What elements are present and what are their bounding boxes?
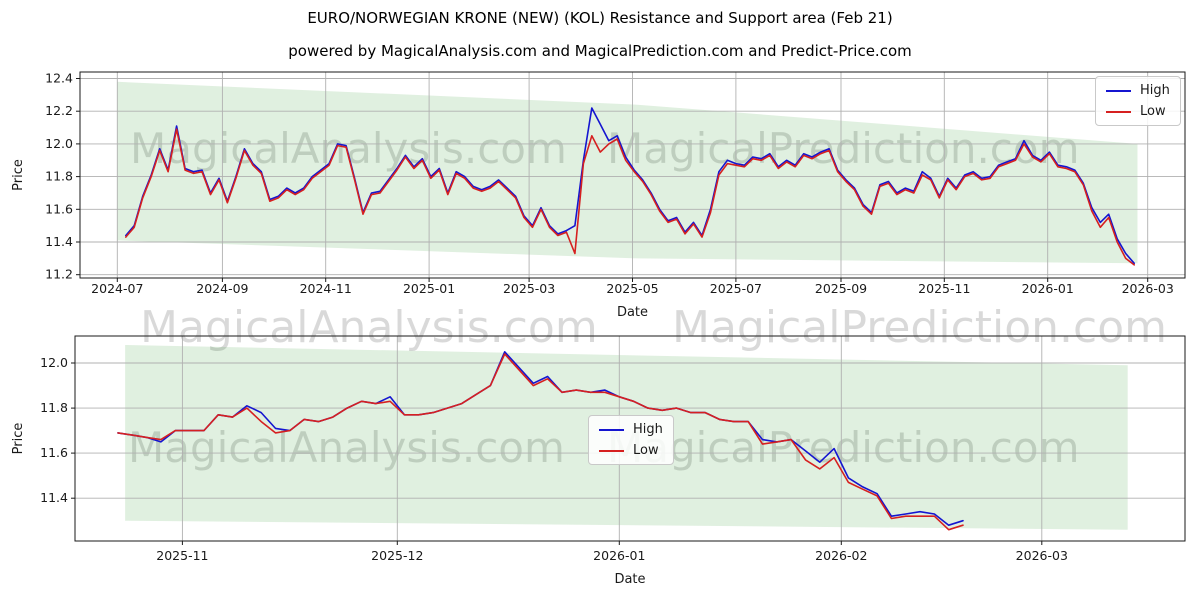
y-tick-label: 11.6: [45, 201, 73, 216]
legend-label-high: High: [633, 422, 663, 437]
y-tick-label: 11.4: [45, 234, 73, 249]
x-tick-label: 2026-03: [1016, 548, 1068, 563]
legend-item-low: Low: [599, 443, 663, 458]
support-resistance-band: [117, 81, 1138, 264]
x-tick-label: 2025-05: [606, 281, 658, 296]
x-tick-label: 2026-01: [1022, 281, 1074, 296]
plot-frame: [74, 335, 1186, 542]
low-line-sample: [1106, 110, 1131, 113]
x-axis-label: Date: [617, 305, 648, 320]
x-tick-label: 2026-01: [593, 548, 645, 563]
watermark-prediction: MagicalPrediction.com: [672, 302, 1167, 353]
low-line: [125, 128, 1135, 266]
y-tick-label: 11.6: [40, 445, 68, 460]
legend-top: High Low: [1095, 76, 1181, 126]
y-tick-label: 12.2: [45, 103, 73, 118]
legend-label-low: Low: [633, 443, 659, 458]
y-tick-label: 11.2: [45, 267, 73, 282]
high-line-sample: [1106, 89, 1131, 92]
y-tick-label: 12.0: [45, 136, 73, 151]
price-chart-top: 2024-07 2024-09 2024-11 2025-01 2025-03 2025-…: [11, 71, 1186, 320]
x-tick-label: 2025-11: [156, 548, 208, 563]
x-tick-label: 2025-01: [403, 281, 455, 296]
y-axis-label: Price: [11, 423, 26, 455]
y-tick-label: 12.0: [40, 355, 68, 370]
legend-label-high: High: [1140, 83, 1170, 98]
y-tick-label: 11.4: [40, 490, 68, 505]
low-line: [117, 353, 964, 531]
x-axis-label: Date: [614, 572, 645, 587]
x-tick-label: 2026-02: [815, 548, 867, 563]
y-tick-label: 12.4: [45, 71, 73, 86]
watermark-analysis: MagicalAnalysis.com: [128, 423, 565, 472]
x-tick-label: 2024-07: [91, 281, 143, 296]
legend-label-low: Low: [1140, 104, 1166, 119]
watermark-prediction: MagicalPrediction.com: [607, 124, 1080, 173]
watermark-analysis: MagicalAnalysis.com: [140, 302, 598, 353]
x-tick-label: 2025-03: [503, 281, 555, 296]
x-tick-label: 2025-11: [918, 281, 970, 296]
plot-frame: [79, 71, 1186, 279]
legend-item-high: High: [599, 422, 663, 437]
high-line: [117, 350, 964, 526]
x-tick-label: 2025-09: [815, 281, 867, 296]
watermark-prediction: MagicalPrediction.com: [607, 423, 1080, 472]
chart-subtitle: powered by MagicalAnalysis.com and Magic…: [288, 42, 912, 60]
high-line: [125, 107, 1135, 265]
x-tick-label: 2024-09: [196, 281, 248, 296]
x-tick-label: 2026-03: [1122, 281, 1174, 296]
y-tick-label: 11.8: [45, 169, 73, 184]
x-tick-label: 2025-12: [371, 548, 423, 563]
legend-item-low: Low: [1106, 104, 1170, 119]
x-tick-label: 2024-11: [300, 281, 352, 296]
x-tick-label: 2025-07: [710, 281, 762, 296]
y-axis-label: Price: [11, 159, 26, 191]
y-tick-label: 11.8: [40, 400, 68, 415]
legend-item-high: High: [1106, 83, 1170, 98]
low-line-sample: [599, 449, 624, 452]
high-line-sample: [599, 428, 624, 431]
chart-title: EURO/NORWEGIAN KRONE (NEW) (KOL) Resista…: [307, 9, 893, 27]
watermark-analysis: MagicalAnalysis.com: [130, 124, 567, 173]
legend-bottom: High Low: [588, 415, 674, 465]
